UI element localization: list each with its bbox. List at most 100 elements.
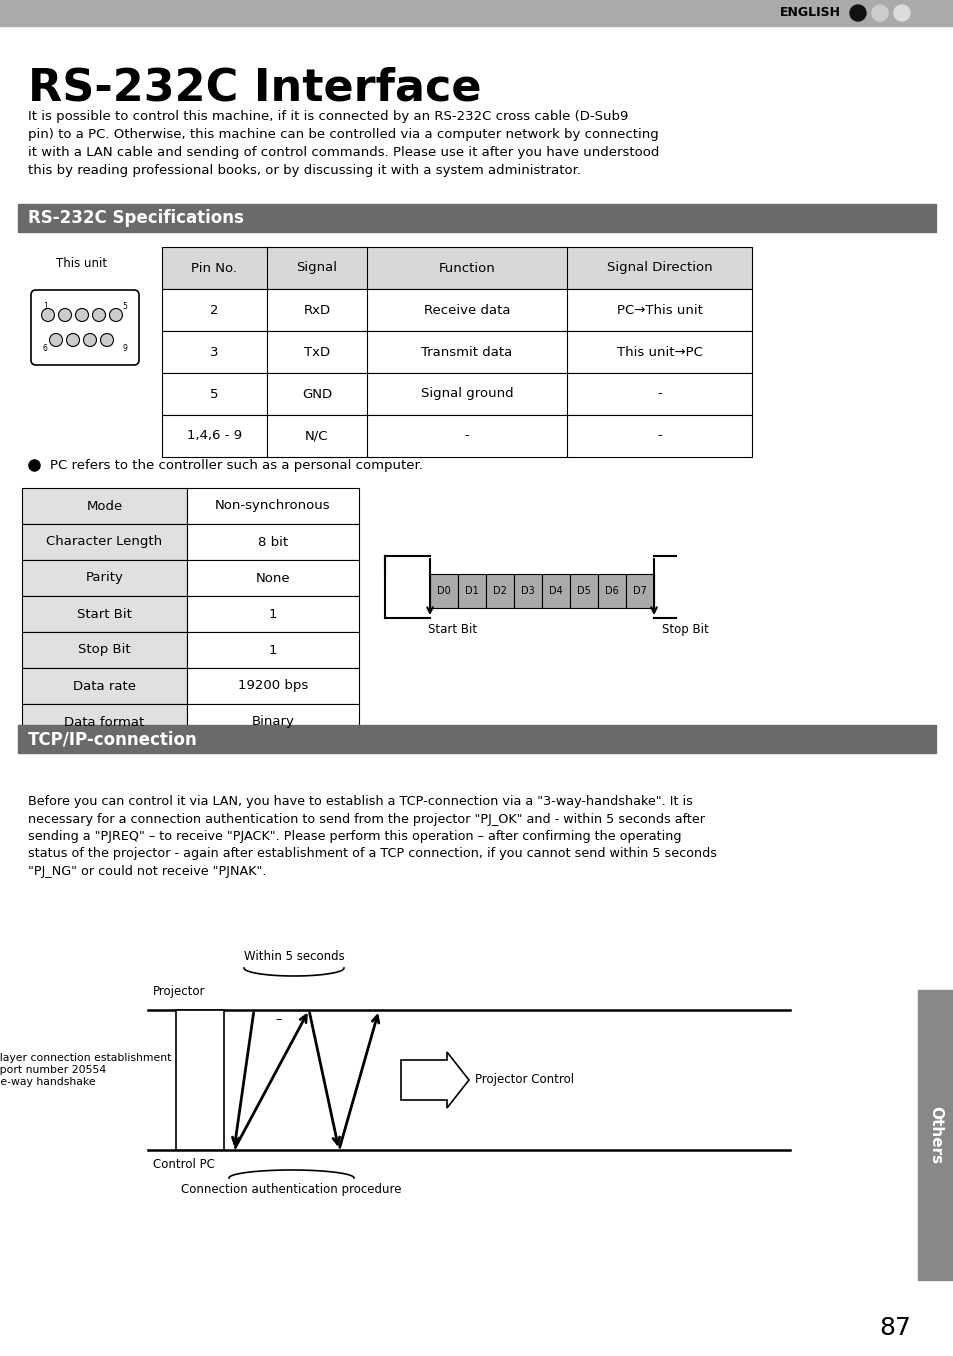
Text: -: -	[657, 388, 661, 400]
Text: Signal ground: Signal ground	[420, 388, 513, 400]
Text: 9: 9	[122, 344, 127, 353]
Text: None: None	[255, 571, 290, 584]
Bar	[162, 415, 751, 457]
Text: RxD: RxD	[303, 304, 331, 316]
Text: D4: D4	[549, 586, 562, 597]
Text: D2: D2	[493, 586, 506, 597]
Text: 19200 bps: 19200 bps	[237, 679, 308, 693]
Text: RS-232C Interface: RS-232C Interface	[28, 66, 481, 110]
Bar	[569, 574, 598, 607]
Text: Function: Function	[438, 262, 495, 274]
Text: D1: D1	[465, 586, 478, 597]
Bar	[187, 560, 358, 597]
Text: 8 bit: 8 bit	[257, 536, 288, 548]
Text: This unit→PC: This unit→PC	[616, 346, 701, 358]
Text: PC refers to the controller such as a personal computer.: PC refers to the controller such as a pe…	[50, 458, 422, 472]
Bar	[0, 0, 953, 26]
Text: Character Length: Character Length	[47, 536, 162, 548]
Bar	[22, 488, 187, 523]
Text: Start Bit: Start Bit	[428, 622, 476, 636]
Text: Stop Bit: Stop Bit	[661, 622, 708, 636]
Bar	[625, 574, 654, 607]
Text: Stop Bit: Stop Bit	[78, 644, 131, 656]
Circle shape	[42, 309, 54, 321]
Text: TxD: TxD	[304, 346, 330, 358]
Circle shape	[893, 5, 909, 20]
Bar	[162, 289, 751, 331]
Text: 1: 1	[269, 644, 277, 656]
Circle shape	[871, 5, 887, 20]
Text: Start Bit: Start Bit	[77, 607, 132, 621]
Bar	[18, 203, 935, 232]
Text: Mode: Mode	[87, 499, 123, 513]
Text: Binary: Binary	[252, 716, 294, 728]
Bar	[162, 247, 751, 289]
Bar	[22, 669, 187, 704]
Text: Projector: Projector	[152, 984, 205, 998]
Circle shape	[110, 309, 122, 321]
Text: Signal Direction: Signal Direction	[606, 262, 712, 274]
Text: 1,4,6 - 9: 1,4,6 - 9	[187, 430, 242, 442]
Text: Data format: Data format	[64, 716, 145, 728]
Text: N/C: N/C	[305, 430, 329, 442]
Text: -: -	[464, 430, 469, 442]
Text: D6: D6	[604, 586, 618, 597]
Text: –: –	[275, 1013, 282, 1026]
Text: Signal: Signal	[296, 262, 337, 274]
Text: Pin No.: Pin No.	[192, 262, 237, 274]
Bar	[187, 597, 358, 632]
Text: Non-synchronous: Non-synchronous	[215, 499, 331, 513]
Bar	[187, 632, 358, 669]
Bar	[598, 574, 625, 607]
Circle shape	[50, 334, 63, 347]
Text: This unit: This unit	[56, 258, 108, 270]
Circle shape	[100, 334, 113, 347]
Circle shape	[92, 309, 106, 321]
Bar	[457, 574, 485, 607]
Bar	[541, 574, 569, 607]
Bar	[22, 597, 187, 632]
Text: D0: D0	[436, 586, 451, 597]
Text: GND: GND	[301, 388, 332, 400]
Text: Control PC: Control PC	[152, 1158, 214, 1172]
Text: Data rate: Data rate	[73, 679, 136, 693]
Bar	[22, 560, 187, 597]
Text: PC→This unit: PC→This unit	[616, 304, 701, 316]
Text: 3: 3	[210, 346, 218, 358]
Circle shape	[849, 5, 865, 20]
Text: RS-232C Specifications: RS-232C Specifications	[28, 209, 244, 226]
Bar	[22, 523, 187, 560]
Text: TCP-layer connection establishment
TCP port number 20554
Three-way handshake: TCP-layer connection establishment TCP p…	[0, 1054, 171, 1086]
Bar	[485, 574, 514, 607]
Text: 1: 1	[269, 607, 277, 621]
Text: Connection authentication procedure: Connection authentication procedure	[181, 1182, 401, 1196]
Bar	[187, 704, 358, 740]
Bar	[18, 725, 935, 753]
Bar	[175, 1010, 224, 1150]
Bar	[187, 523, 358, 560]
Bar	[187, 488, 358, 523]
Text: It is possible to control this machine, if it is connected by an RS-232C cross c: It is possible to control this machine, …	[28, 110, 659, 178]
Text: D3: D3	[520, 586, 535, 597]
Text: 6: 6	[43, 344, 48, 353]
Circle shape	[58, 309, 71, 321]
Circle shape	[84, 334, 96, 347]
Text: -: -	[657, 430, 661, 442]
Bar	[22, 704, 187, 740]
Text: 5: 5	[210, 388, 218, 400]
Text: Transmit data: Transmit data	[421, 346, 512, 358]
Text: Others: Others	[927, 1106, 943, 1163]
Text: Receive data: Receive data	[423, 304, 510, 316]
Bar	[162, 331, 751, 373]
Circle shape	[75, 309, 89, 321]
Bar	[430, 574, 457, 607]
Text: 5: 5	[122, 302, 127, 311]
Text: Within 5 seconds: Within 5 seconds	[243, 951, 344, 963]
Bar	[187, 669, 358, 704]
Text: D5: D5	[577, 586, 590, 597]
Text: Projector Control: Projector Control	[475, 1074, 574, 1086]
Text: 2: 2	[210, 304, 218, 316]
Bar	[162, 373, 751, 415]
Text: D7: D7	[633, 586, 646, 597]
Bar	[917, 990, 953, 1280]
